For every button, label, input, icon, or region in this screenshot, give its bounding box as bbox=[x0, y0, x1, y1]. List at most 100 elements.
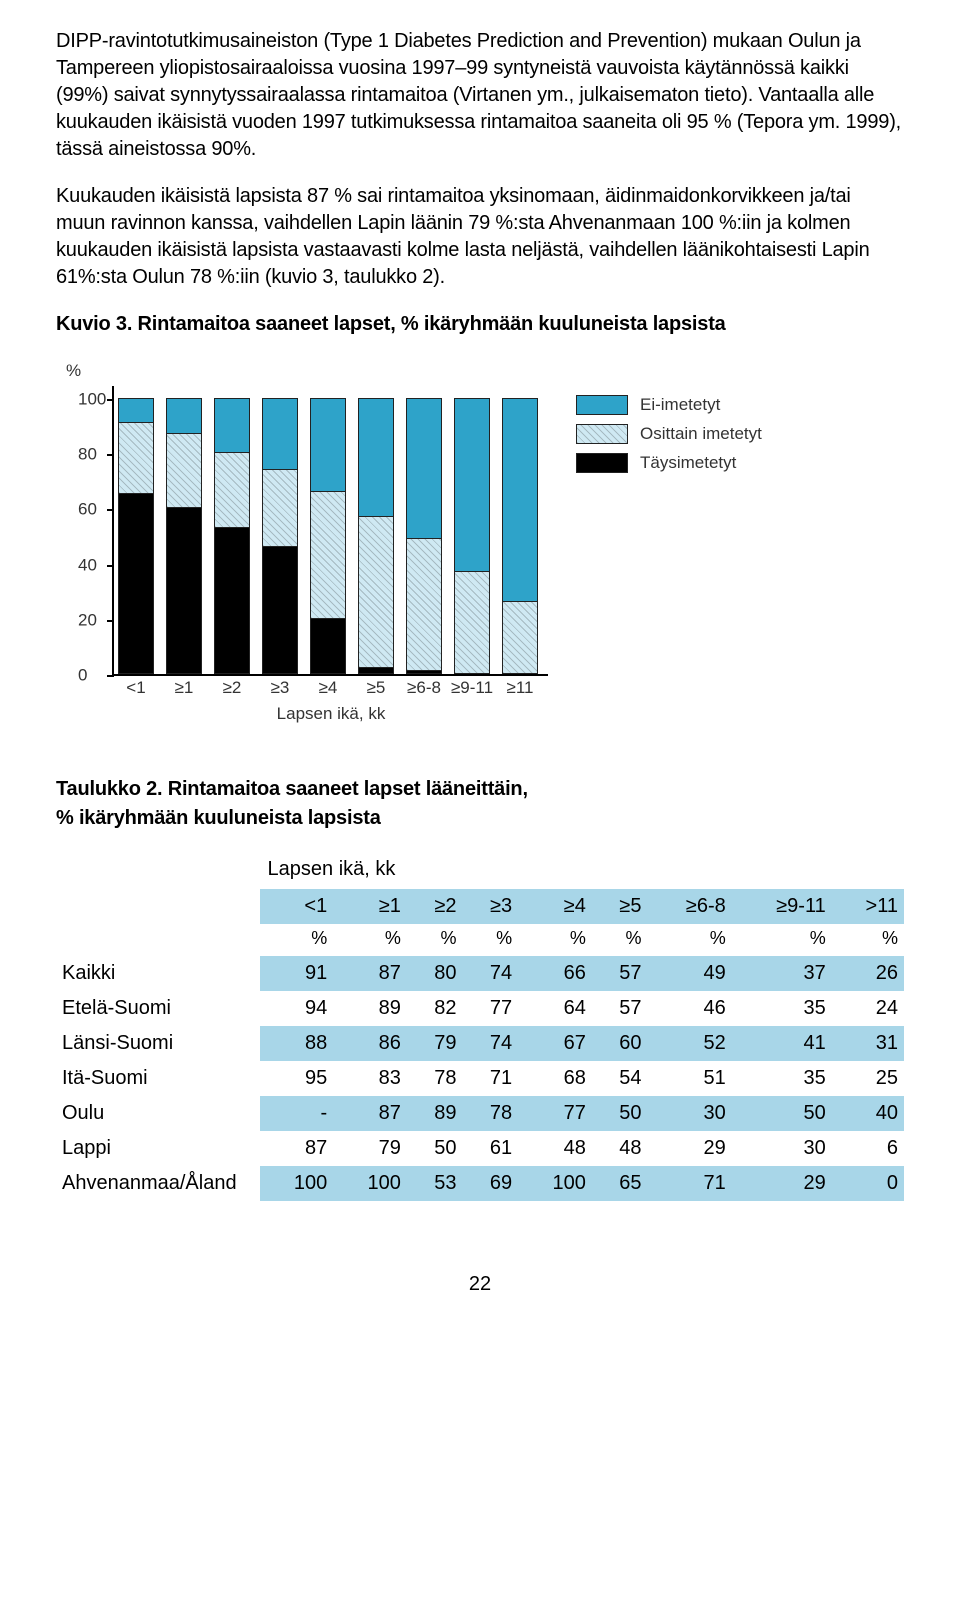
table-cell: 80 bbox=[407, 956, 463, 991]
table-cell: 50 bbox=[592, 1096, 648, 1131]
table-cell: 41 bbox=[732, 1026, 832, 1061]
table-cell: 65 bbox=[592, 1166, 648, 1201]
table-title-line2: % ikäryhmään kuuluneista lapsista bbox=[56, 805, 904, 832]
table-cell: 74 bbox=[463, 956, 519, 991]
table-unit: % bbox=[592, 924, 648, 956]
table-cell: 48 bbox=[518, 1131, 592, 1166]
chart-seg-taysimetetyt bbox=[215, 527, 249, 673]
table-cell: 89 bbox=[333, 991, 407, 1026]
chart-seg-taysimetetyt bbox=[263, 546, 297, 673]
table-unit: % bbox=[648, 924, 732, 956]
table-cell: 52 bbox=[648, 1026, 732, 1061]
chart-x-label: Lapsen ikä, kk bbox=[277, 703, 386, 726]
chart-seg-osittain bbox=[311, 491, 345, 618]
chart-kuvio3: % Lapsen ikä, kk 020406080100<1≥1≥2≥3≥4≥… bbox=[56, 358, 776, 748]
chart-ytick: 0 bbox=[78, 665, 87, 688]
table-cell: 87 bbox=[333, 1096, 407, 1131]
table-cell: 50 bbox=[407, 1131, 463, 1166]
chart-xtick: ≥9-11 bbox=[451, 677, 493, 700]
chart-y-label: % bbox=[66, 360, 81, 383]
table-col-header: ≥1 bbox=[333, 889, 407, 924]
table-cell: 83 bbox=[333, 1061, 407, 1096]
chart-seg-osittain bbox=[455, 571, 489, 673]
data-table: Lapsen ikä, kk<1≥1≥2≥3≥4≥5≥6-8≥9-11>11%%… bbox=[56, 852, 904, 1201]
table-row-label: Länsi-Suomi bbox=[56, 1026, 260, 1061]
table-cell: 53 bbox=[407, 1166, 463, 1201]
chart-seg-osittain bbox=[119, 422, 153, 494]
table-unit: % bbox=[732, 924, 832, 956]
legend-label: Osittain imetetyt bbox=[640, 423, 762, 446]
table-row: Oulu-8789787750305040 bbox=[56, 1096, 904, 1131]
table-cell: 79 bbox=[333, 1131, 407, 1166]
table-col-header: <1 bbox=[260, 889, 334, 924]
table-cell: - bbox=[260, 1096, 334, 1131]
chart-xtick: <1 bbox=[126, 677, 145, 700]
table-col-header: ≥3 bbox=[463, 889, 519, 924]
chart-bar bbox=[262, 398, 298, 674]
table-cell: 100 bbox=[333, 1166, 407, 1201]
chart-ytick: 80 bbox=[78, 444, 97, 467]
chart-seg-taysimetetyt bbox=[311, 618, 345, 673]
legend-swatch bbox=[576, 453, 628, 473]
table-unit: % bbox=[518, 924, 592, 956]
table-col-header: ≥9-11 bbox=[732, 889, 832, 924]
table-cell: 87 bbox=[333, 956, 407, 991]
chart-seg-osittain bbox=[215, 452, 249, 527]
table-cell: 0 bbox=[832, 1166, 904, 1201]
table-cell: 57 bbox=[592, 991, 648, 1026]
chart-xtick: ≥11 bbox=[507, 677, 534, 700]
table-cell: 79 bbox=[407, 1026, 463, 1061]
chart-bar bbox=[166, 398, 202, 674]
table-cell: 61 bbox=[463, 1131, 519, 1166]
table-cell: 25 bbox=[832, 1061, 904, 1096]
figure-title: Kuvio 3. Rintamaitoa saaneet lapset, % i… bbox=[56, 311, 904, 338]
chart-xtick: ≥3 bbox=[271, 677, 290, 700]
table-section: Taulukko 2. Rintamaitoa saaneet lapset l… bbox=[56, 776, 904, 1201]
table-cell: 31 bbox=[832, 1026, 904, 1061]
chart-ytick: 100 bbox=[78, 388, 106, 411]
chart-ytick-mark bbox=[107, 565, 114, 567]
chart-xtick: ≥1 bbox=[175, 677, 194, 700]
table-cell: 77 bbox=[518, 1096, 592, 1131]
table-cell: 94 bbox=[260, 991, 334, 1026]
table-cell bbox=[56, 889, 260, 924]
chart-bar bbox=[358, 398, 394, 674]
table-cell: 95 bbox=[260, 1061, 334, 1096]
chart-ytick: 20 bbox=[78, 609, 97, 632]
chart-bar bbox=[406, 398, 442, 674]
table-cell: 29 bbox=[648, 1131, 732, 1166]
table-row-label: Oulu bbox=[56, 1096, 260, 1131]
table-cell: 68 bbox=[518, 1061, 592, 1096]
table-row: Lappi87795061484829306 bbox=[56, 1131, 904, 1166]
table-cell: 50 bbox=[732, 1096, 832, 1131]
table-cell: 91 bbox=[260, 956, 334, 991]
chart-seg-osittain bbox=[263, 469, 297, 546]
table-cell: 54 bbox=[592, 1061, 648, 1096]
table-cell: 74 bbox=[463, 1026, 519, 1061]
table-cell: 78 bbox=[407, 1061, 463, 1096]
paragraph-1: DIPP-ravintotutkimusaineiston (Type 1 Di… bbox=[56, 28, 904, 163]
legend-row: Täysimetetyt bbox=[576, 452, 762, 475]
table-cell: 77 bbox=[463, 991, 519, 1026]
table-cell: 64 bbox=[518, 991, 592, 1026]
table-cell: 49 bbox=[648, 956, 732, 991]
table-row: Itä-Suomi958378716854513525 bbox=[56, 1061, 904, 1096]
table-cell: 26 bbox=[832, 956, 904, 991]
legend-label: Täysimetetyt bbox=[640, 452, 736, 475]
chart-ytick-mark bbox=[107, 509, 114, 511]
table-cell: 86 bbox=[333, 1026, 407, 1061]
table-corner bbox=[56, 852, 260, 889]
table-cell: 37 bbox=[732, 956, 832, 991]
legend-swatch bbox=[576, 395, 628, 415]
chart-seg-taysimetetyt bbox=[359, 667, 393, 673]
chart-bar bbox=[502, 398, 538, 674]
chart-plot: Lapsen ikä, kk 020406080100<1≥1≥2≥3≥4≥5≥… bbox=[112, 386, 548, 676]
chart-seg-osittain bbox=[407, 538, 441, 671]
page-number: 22 bbox=[56, 1271, 904, 1298]
chart-legend: Ei-imetetytOsittain imetetytTäysimetetyt bbox=[576, 394, 762, 481]
chart-ytick-mark bbox=[107, 620, 114, 622]
table-col-header: >11 bbox=[832, 889, 904, 924]
table-row: Länsi-Suomi888679746760524131 bbox=[56, 1026, 904, 1061]
chart-ytick-mark bbox=[107, 454, 114, 456]
table-cell: 82 bbox=[407, 991, 463, 1026]
